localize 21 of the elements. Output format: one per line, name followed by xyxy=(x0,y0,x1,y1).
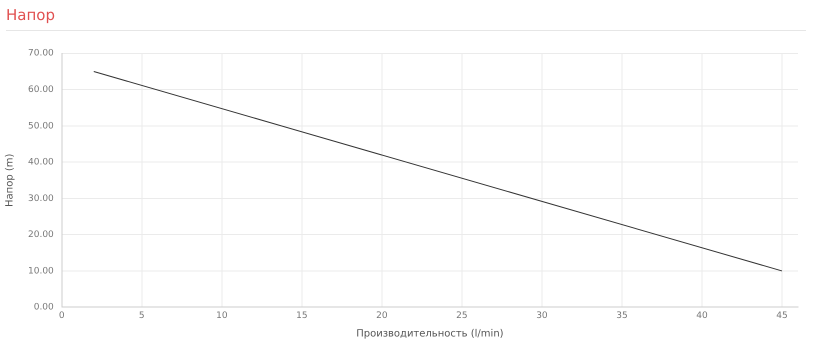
x-tick-label: 10 xyxy=(216,310,228,321)
x-tick-label: 35 xyxy=(616,310,628,321)
y-tick-label: 0.00 xyxy=(34,302,54,313)
y-tick-label: 20.00 xyxy=(28,230,54,240)
x-tick-label: 30 xyxy=(536,310,548,321)
x-tick-label: 40 xyxy=(696,310,708,321)
y-tick-label: 60.00 xyxy=(28,85,54,95)
y-axis-title: Напор (m) xyxy=(4,154,16,207)
y-tick-label: 40.00 xyxy=(28,158,54,168)
y-tick-label: 30.00 xyxy=(28,194,54,204)
x-tick-label: 0 xyxy=(58,310,65,321)
x-tick-label: 25 xyxy=(456,310,468,321)
chart-title: Напор xyxy=(5,5,56,26)
x-tick-label: 20 xyxy=(376,310,388,321)
y-tick-label: 10.00 xyxy=(28,266,54,276)
x-tick-label: 5 xyxy=(138,310,145,321)
x-tick-label: 15 xyxy=(296,310,308,321)
y-tick-label: 70.00 xyxy=(28,48,54,59)
y-tick-label: 50.00 xyxy=(28,121,54,132)
x-axis-title: Производительность (l/min) xyxy=(356,328,504,339)
x-tick-label: 45 xyxy=(776,310,788,321)
